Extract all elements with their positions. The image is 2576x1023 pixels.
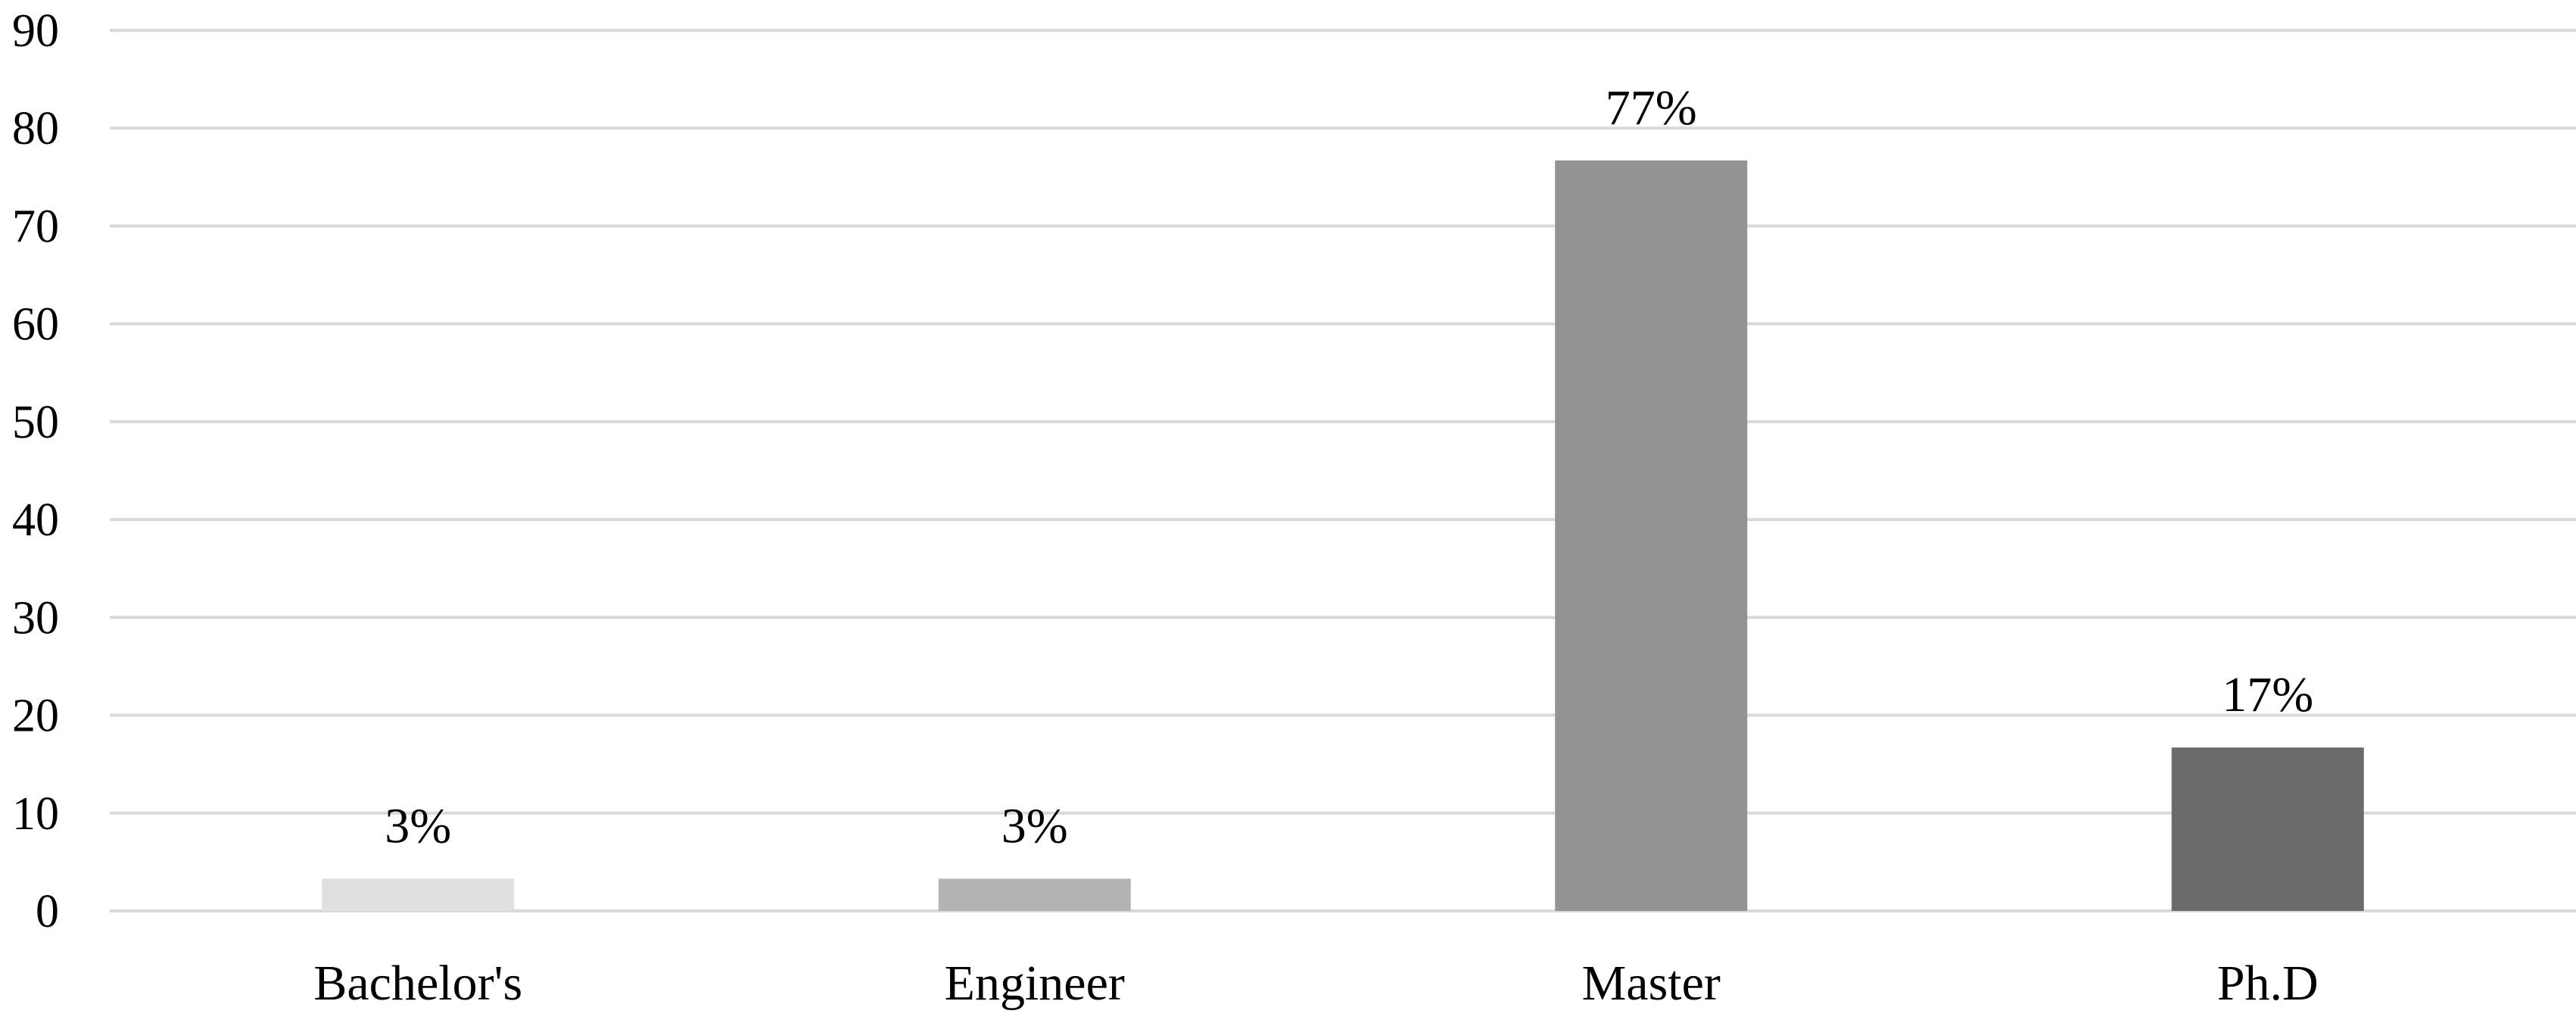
bars	[322, 160, 2364, 912]
y-tick-label-0: 0	[36, 886, 59, 937]
category-label-0: Bachelor's	[313, 956, 522, 1011]
y-tick-label-20: 20	[12, 691, 59, 742]
y-tick-label-70: 70	[12, 201, 59, 252]
y-axis-tick-labels: 0 10 20 30 40 50 60 70 80 90	[12, 5, 59, 937]
data-labels: 3% 3% 77% 17%	[385, 80, 2313, 853]
data-label-1: 3%	[1001, 798, 1068, 853]
bar-master	[1555, 160, 1748, 912]
bar-ph-d	[2171, 747, 2364, 911]
x-axis-category-labels: Bachelor's Engineer Master Ph.D	[313, 956, 2318, 1011]
gridlines	[110, 29, 2576, 912]
bar-engineer	[938, 878, 1131, 911]
y-tick-label-40: 40	[12, 494, 59, 546]
y-tick-label-50: 50	[12, 397, 59, 448]
y-tick-label-30: 30	[12, 592, 59, 644]
y-tick-label-80: 80	[12, 103, 59, 154]
y-tick-label-10: 10	[12, 788, 59, 840]
data-label-0: 3%	[385, 798, 451, 853]
bar-bachelor-s	[322, 878, 515, 911]
category-label-1: Engineer	[945, 956, 1125, 1011]
category-label-3: Ph.D	[2217, 956, 2319, 1011]
category-label-2: Master	[1582, 956, 1721, 1011]
data-label-2: 77%	[1606, 80, 1697, 136]
data-label-3: 17%	[2222, 667, 2313, 722]
y-tick-label-90: 90	[12, 5, 59, 57]
y-tick-label-60: 60	[12, 299, 59, 351]
